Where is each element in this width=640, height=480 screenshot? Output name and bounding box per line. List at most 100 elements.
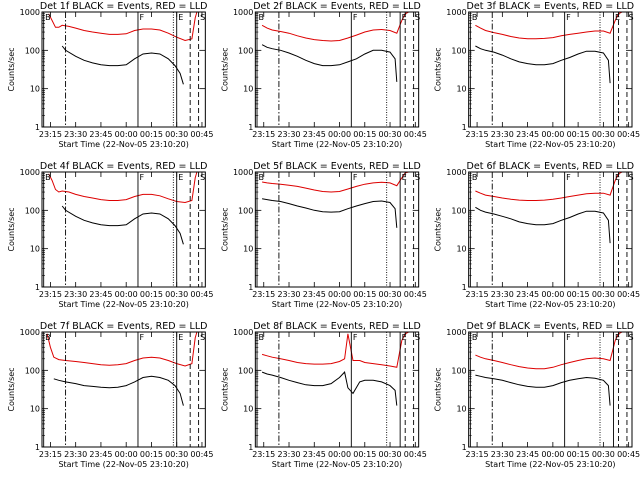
event-marker-label: S <box>200 173 205 182</box>
y-tick-label: 1000 <box>446 168 466 177</box>
y-tick-label: 10 <box>456 405 466 414</box>
event-marker-label: F <box>353 173 358 182</box>
event-marker-label: S <box>415 13 420 22</box>
x-tick-label: 00:30 <box>165 130 188 139</box>
x-tick-label: 23:30 <box>277 130 300 139</box>
x-axis-label: Start Time (22-Nov-05 23:10:20) <box>58 460 188 469</box>
event-marker-label: F <box>566 13 571 22</box>
series-line-events <box>475 45 611 84</box>
y-tick-label: 10 <box>243 405 253 414</box>
y-tick-label: 100 <box>25 366 40 375</box>
x-tick-label: 00:15 <box>567 450 590 459</box>
y-tick-label: 1 <box>35 283 40 292</box>
panel-title: Det 6f BLACK = Events, RED = LLD <box>467 161 635 172</box>
x-tick-label: 00:15 <box>567 290 590 299</box>
series-line-lld <box>262 172 409 193</box>
x-tick-label: 00:00 <box>115 130 138 139</box>
y-tick-label: 10 <box>456 85 466 94</box>
event-marker-label: S <box>628 333 633 342</box>
x-tick-label: 00:15 <box>140 450 163 459</box>
x-axis-label: Start Time (22-Nov-05 23:10:20) <box>58 300 188 309</box>
series-line-lld <box>475 12 623 40</box>
event-marker-label: E <box>178 333 183 342</box>
y-tick-label: 1000 <box>20 328 40 337</box>
plot-frame <box>254 11 420 128</box>
x-tick-label: 00:30 <box>379 450 402 459</box>
y-axis-label: Counts/sec <box>434 367 443 411</box>
x-tick-label: 00:00 <box>541 130 564 139</box>
x-tick-label: 00:45 <box>617 130 640 139</box>
event-marker-label: F <box>139 13 144 22</box>
x-tick-label: 00:30 <box>592 290 615 299</box>
y-tick-label: 1000 <box>20 168 40 177</box>
event-marker-label: B <box>45 173 51 182</box>
plot-frame <box>41 11 206 128</box>
x-axis-label: Start Time (22-Nov-05 23:10:20) <box>272 460 402 469</box>
y-tick-label: 10 <box>30 85 40 94</box>
y-axis-label: Counts/sec <box>7 367 16 411</box>
x-tick-label: 00:00 <box>115 450 138 459</box>
event-marker-label: B <box>472 13 478 22</box>
event-marker-label: E <box>178 173 183 182</box>
y-axis-label: Counts/sec <box>434 47 443 91</box>
plot-frame <box>41 331 206 448</box>
event-marker-label: S <box>628 173 633 182</box>
event-marker-label: E <box>178 13 183 22</box>
y-tick-label: 1000 <box>446 8 466 17</box>
series-line-lld <box>261 332 409 368</box>
series-line-lld <box>475 172 623 201</box>
y-tick-label: 100 <box>238 366 253 375</box>
plot-frame <box>254 171 420 288</box>
panel-title: Det 2f BLACK = Events, RED = LLD <box>253 1 421 12</box>
y-axis-label: Counts/sec <box>220 207 229 251</box>
event-marker-label: S <box>415 173 420 182</box>
y-axis-label: Counts/sec <box>220 47 229 91</box>
x-axis-label: Start Time (22-Nov-05 23:10:20) <box>485 140 615 149</box>
y-tick-label: 100 <box>451 46 466 55</box>
y-tick-label: 1 <box>35 443 40 452</box>
y-tick-label: 10 <box>243 85 253 94</box>
x-tick-label: 23:15 <box>466 290 489 299</box>
y-tick-label: 10 <box>30 245 40 254</box>
y-tick-label: 1 <box>462 283 467 292</box>
y-tick-label: 100 <box>238 206 253 215</box>
event-marker-label: E <box>615 13 620 22</box>
event-marker-label: F <box>139 333 144 342</box>
x-axis-label: Start Time (22-Nov-05 23:10:20) <box>485 460 615 469</box>
event-marker-label: F <box>566 173 571 182</box>
panel-title: Det 5f BLACK = Events, RED = LLD <box>253 161 421 172</box>
x-tick-label: 00:15 <box>353 290 376 299</box>
x-tick-label: 23:45 <box>89 450 112 459</box>
series-line-events <box>261 371 398 406</box>
event-marker-label: B <box>259 333 265 342</box>
y-tick-label: 1000 <box>233 168 253 177</box>
x-tick-label: 00:15 <box>567 130 590 139</box>
x-tick-label: 00:00 <box>541 290 564 299</box>
plot-frame <box>41 171 206 288</box>
x-axis-label: Start Time (22-Nov-05 23:10:20) <box>58 140 188 149</box>
x-tick-label: 23:15 <box>39 130 62 139</box>
x-tick-label: 23:30 <box>64 450 87 459</box>
x-tick-label: 23:15 <box>466 450 489 459</box>
x-tick-label: 00:00 <box>328 130 351 139</box>
panel-title: Det 8f BLACK = Events, RED = LLD <box>253 321 421 332</box>
y-tick-label: 10 <box>243 245 253 254</box>
x-tick-label: 00:45 <box>617 290 640 299</box>
event-marker-label: F <box>353 13 358 22</box>
y-tick-label: 100 <box>451 206 466 215</box>
event-marker-label: B <box>259 173 265 182</box>
x-tick-label: 23:30 <box>64 290 87 299</box>
x-tick-label: 23:15 <box>252 290 275 299</box>
event-marker-label: F <box>139 173 144 182</box>
event-marker-label: S <box>200 13 205 22</box>
panel-title: Det 7f BLACK = Events, RED = LLD <box>40 321 208 332</box>
x-tick-label: 00:15 <box>140 130 163 139</box>
series-line-events <box>261 44 398 82</box>
event-marker-label: E <box>615 173 620 182</box>
event-marker-label: B <box>472 173 478 182</box>
x-tick-label: 00:30 <box>379 290 402 299</box>
